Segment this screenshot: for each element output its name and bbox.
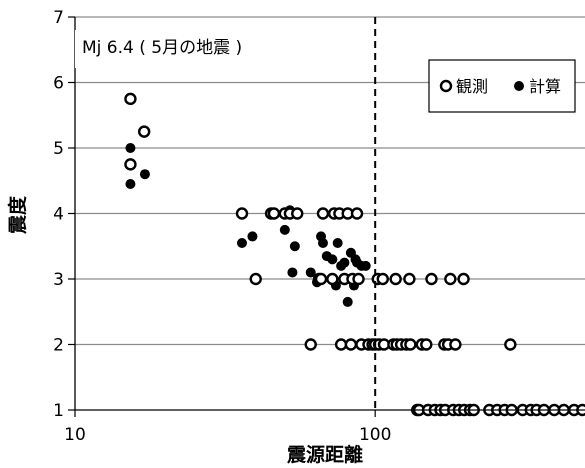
y-tick-label: 7: [53, 8, 64, 28]
point-observed: [404, 338, 417, 351]
data-points: [124, 92, 585, 417]
point-observed: [124, 92, 137, 106]
point-observed: [420, 338, 433, 351]
point-observed: [376, 272, 389, 286]
legend-marker-calculated: [514, 81, 524, 91]
y-tick-label: 3: [53, 270, 64, 290]
y-tick-label: 6: [53, 74, 64, 94]
point-observed: [504, 338, 517, 351]
point-calculated: [125, 143, 136, 153]
point-observed: [425, 272, 438, 286]
axes: [68, 16, 585, 417]
point-calculated: [360, 260, 371, 271]
y-tick-label: 4: [53, 205, 64, 225]
point-observed: [316, 207, 330, 220]
point-calculated: [287, 267, 298, 278]
point-observed: [291, 207, 304, 220]
point-calculated: [247, 231, 258, 242]
x-tick-label: 100: [359, 425, 391, 445]
legend-label-calculated: 計算: [529, 77, 561, 96]
point-calculated: [289, 241, 300, 252]
point-observed: [449, 338, 462, 351]
point-observed: [350, 207, 364, 220]
point-observed: [334, 338, 348, 351]
point-observed: [403, 272, 416, 286]
point-observed: [389, 272, 402, 286]
legend-marker-observed: [439, 79, 453, 93]
x-axis-title: 震源距離: [287, 443, 363, 466]
point-calculated: [279, 224, 290, 235]
y-tick-label: 2: [53, 336, 64, 356]
legend: 観測 計算: [428, 59, 576, 113]
point-observed: [444, 272, 457, 286]
annotation-background: [75, 30, 235, 68]
point-observed: [249, 272, 262, 286]
point-calculated: [342, 296, 353, 307]
point-calculated: [139, 169, 150, 180]
y-axis-title: 震度: [6, 195, 29, 234]
point-observed: [457, 272, 470, 286]
x-tick-label: 10: [64, 425, 86, 445]
point-calculated: [327, 254, 338, 265]
point-observed: [304, 338, 317, 351]
legend-box: [428, 59, 576, 113]
point-observed: [137, 125, 151, 138]
point-observed: [344, 338, 358, 351]
point-observed: [267, 207, 281, 220]
point-calculated: [125, 179, 136, 190]
legend-label-observed: 観測: [456, 77, 488, 96]
point-observed: [326, 272, 339, 286]
point-observed: [235, 207, 249, 220]
point-calculated: [305, 267, 316, 278]
chart-annotation: Mj 6.4 ( 5月の地震 ): [82, 38, 242, 58]
point-observed: [352, 272, 365, 286]
point-calculated: [339, 257, 350, 268]
point-calculated: [332, 237, 343, 248]
point-calculated: [236, 237, 247, 248]
point-observed: [124, 158, 137, 171]
y-tick-label: 5: [53, 139, 64, 159]
y-tick-label: 1: [53, 401, 64, 421]
point-calculated: [317, 237, 328, 248]
tick-labels: 1 2 3 4 5 6 7 10 100: [53, 8, 391, 445]
point-observed: [314, 272, 328, 286]
